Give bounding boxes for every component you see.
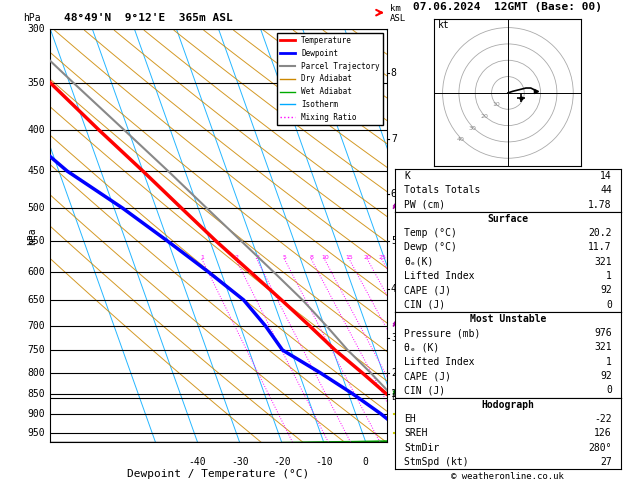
Text: Dewpoint / Temperature (°C): Dewpoint / Temperature (°C) (128, 469, 309, 479)
Text: 07.06.2024  12GMT (Base: 00): 07.06.2024 12GMT (Base: 00) (413, 2, 603, 12)
Text: StmDir: StmDir (404, 443, 439, 452)
Text: 900: 900 (28, 409, 45, 419)
Text: 30: 30 (469, 126, 477, 131)
Text: -20: -20 (273, 457, 291, 467)
Legend: Temperature, Dewpoint, Parcel Trajectory, Dry Adiabat, Wet Adiabat, Isotherm, Mi: Temperature, Dewpoint, Parcel Trajectory… (277, 33, 383, 125)
Text: Lifted Index: Lifted Index (404, 271, 474, 281)
Text: θₑ(K): θₑ(K) (404, 257, 433, 267)
Text: 600: 600 (28, 267, 45, 277)
Text: PW (cm): PW (cm) (404, 200, 445, 209)
Text: 800: 800 (28, 367, 45, 378)
Text: 27: 27 (600, 457, 612, 467)
Text: CIN (J): CIN (J) (404, 385, 445, 396)
Text: Mixing Ratio (g/kg): Mixing Ratio (g/kg) (413, 185, 421, 287)
Text: -30: -30 (231, 457, 248, 467)
Text: 20: 20 (481, 114, 488, 119)
Text: CAPE (J): CAPE (J) (404, 285, 451, 295)
Text: 976: 976 (594, 328, 612, 338)
Text: CIN (J): CIN (J) (404, 300, 445, 310)
Text: 14: 14 (600, 171, 612, 181)
Text: 5: 5 (283, 255, 287, 260)
Text: 8: 8 (391, 68, 397, 78)
Text: Pressure (mb): Pressure (mb) (404, 328, 481, 338)
Text: 4: 4 (391, 284, 397, 294)
Text: 1: 1 (200, 255, 204, 260)
Text: 400: 400 (28, 125, 45, 135)
Text: 48°49'N  9°12'E  365m ASL: 48°49'N 9°12'E 365m ASL (64, 13, 233, 23)
Text: LCL: LCL (391, 394, 406, 402)
Text: 950: 950 (28, 428, 45, 438)
Text: 92: 92 (600, 285, 612, 295)
Text: 700: 700 (28, 321, 45, 331)
Text: 1.78: 1.78 (588, 200, 612, 209)
Text: 300: 300 (28, 24, 45, 34)
Text: 2: 2 (391, 367, 397, 378)
Text: © weatheronline.co.uk: © weatheronline.co.uk (452, 472, 564, 481)
Text: 280°: 280° (588, 443, 612, 452)
Text: hPa: hPa (23, 13, 41, 23)
Text: 20.2: 20.2 (588, 228, 612, 238)
Text: 10: 10 (493, 102, 500, 107)
Text: Dewp (°C): Dewp (°C) (404, 243, 457, 252)
Text: 8: 8 (310, 255, 314, 260)
Text: km
ASL: km ASL (390, 3, 406, 23)
Text: 5: 5 (391, 236, 397, 246)
Text: 321: 321 (594, 343, 612, 352)
Text: 1: 1 (606, 357, 612, 367)
Text: kt: kt (438, 19, 450, 30)
Text: Hodograph: Hodograph (481, 399, 535, 410)
Text: 10: 10 (321, 255, 329, 260)
Text: 750: 750 (28, 345, 45, 355)
Text: 1: 1 (391, 389, 397, 399)
Text: 450: 450 (28, 166, 45, 176)
Text: 0: 0 (606, 300, 612, 310)
Text: 500: 500 (28, 203, 45, 213)
Text: EH: EH (404, 414, 416, 424)
Text: 7: 7 (391, 134, 397, 143)
Text: 350: 350 (28, 78, 45, 88)
Text: Totals Totals: Totals Totals (404, 185, 481, 195)
Text: 321: 321 (594, 257, 612, 267)
Text: 92: 92 (600, 371, 612, 381)
Text: -22: -22 (594, 414, 612, 424)
Text: Temp (°C): Temp (°C) (404, 228, 457, 238)
Text: -10: -10 (315, 457, 333, 467)
Text: 6: 6 (391, 189, 397, 199)
Text: 3: 3 (391, 333, 397, 343)
Text: 0: 0 (363, 457, 369, 467)
Text: 850: 850 (28, 389, 45, 399)
Text: hPa: hPa (27, 227, 37, 244)
Text: 20: 20 (364, 255, 372, 260)
Text: 2: 2 (234, 255, 238, 260)
Text: K: K (404, 171, 410, 181)
Text: 3: 3 (255, 255, 259, 260)
Text: 40: 40 (457, 138, 465, 142)
Text: 44: 44 (600, 185, 612, 195)
Text: 0: 0 (606, 385, 612, 396)
Text: Lifted Index: Lifted Index (404, 357, 474, 367)
Text: Surface: Surface (487, 214, 528, 224)
Text: 25: 25 (378, 255, 386, 260)
Text: StmSpd (kt): StmSpd (kt) (404, 457, 469, 467)
Text: θₑ (K): θₑ (K) (404, 343, 439, 352)
Text: -40: -40 (189, 457, 206, 467)
Text: 650: 650 (28, 295, 45, 305)
Text: CAPE (J): CAPE (J) (404, 371, 451, 381)
Text: 15: 15 (346, 255, 353, 260)
Text: 550: 550 (28, 236, 45, 246)
Text: 126: 126 (594, 428, 612, 438)
Text: SREH: SREH (404, 428, 428, 438)
Text: Most Unstable: Most Unstable (470, 314, 546, 324)
Text: 11.7: 11.7 (588, 243, 612, 252)
Text: 1: 1 (606, 271, 612, 281)
